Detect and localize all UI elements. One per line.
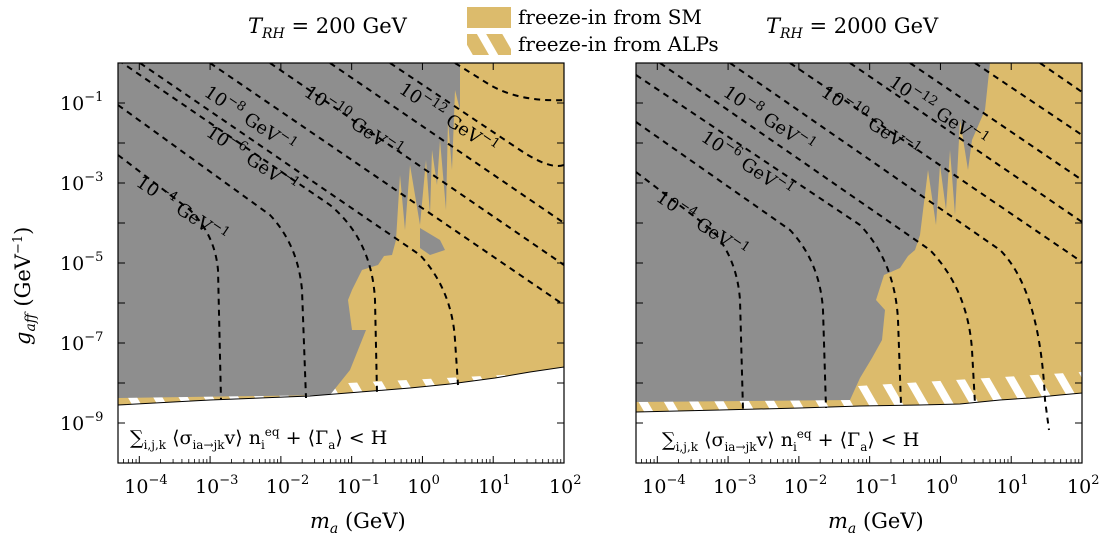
y-tick-label: 10−7: [60, 330, 103, 355]
x-tick-label: 10−1: [855, 473, 898, 498]
x-tick-label: 10−2: [784, 473, 827, 498]
y-tick-label: 10−3: [60, 170, 103, 195]
legend-label-sm: freeze-in from SM: [518, 5, 702, 29]
contour-right-1e-4: [636, 171, 744, 411]
x-tick-label: 101: [996, 473, 1028, 498]
x-axis-label-left: ma (GeV): [310, 509, 406, 536]
annotation-right: ∑i,j,k ⟨σia→jkv⟩ nieq + ⟨Γa⟩ < H: [662, 427, 919, 454]
y-tick-label: 10−5: [60, 250, 103, 275]
contour-right-1e-10: [659, 63, 976, 405]
y-tick-label: 10−9: [60, 410, 103, 435]
legend-swatch-alps: [467, 34, 511, 55]
contour-right-1e-12: [729, 63, 1050, 431]
contour-left-1e-8: [120, 63, 378, 394]
y-axis-label: gaff (GeV−1): [11, 227, 39, 345]
region-excluded-right-2: [900, 63, 915, 245]
contour-left-c: [329, 63, 564, 224]
contour-right-e: [1039, 63, 1082, 93]
y-tick-label: 10−1: [60, 90, 103, 115]
region-excluded-left-2: [372, 63, 395, 250]
region-allowed-left: [118, 366, 564, 463]
x-tick-label: 102: [1067, 473, 1099, 498]
x-tick-label: 100: [925, 473, 957, 498]
legend-swatch-sm: [467, 7, 511, 28]
annotation-left: ∑i,j,k ⟨σia→jkv⟩ nieq + ⟨Γa⟩ < H: [130, 425, 387, 452]
contour-left-1e-4: [118, 154, 222, 401]
x-tick-label: 10−4: [124, 473, 167, 498]
contour-left-a: [209, 63, 564, 306]
x-axis-label-right: ma (GeV): [828, 509, 924, 536]
x-tick-label: 10−4: [642, 473, 685, 498]
x-tick-label: 10−3: [713, 473, 756, 498]
region-excluded-left-3: [420, 228, 445, 255]
contours-right: [636, 63, 1082, 431]
panel-title-left: TRH = 200 GeV: [248, 14, 408, 42]
contour-right-1e-8: [636, 74, 902, 406]
x-tick-label: 10−1: [337, 473, 380, 498]
plot-area-right: 10−4 GeV−1 10−6 GeV−1 10−8 GeV−1 10−10 G…: [635, 62, 1099, 498]
x-tick-label: 100: [407, 473, 439, 498]
x-tick-label: 10−3: [195, 473, 238, 498]
contour-right-1e-6: [636, 121, 827, 409]
contours-left: [118, 63, 564, 401]
region-allowed-right: [636, 392, 1082, 463]
contour-left-1e-6: [118, 104, 307, 399]
contour-left-1e-10: [139, 63, 459, 386]
legend: freeze-in from SM freeze-in from ALPs: [467, 5, 719, 56]
contour-left-d: [389, 63, 564, 167]
contour-right-c: [909, 63, 1082, 181]
contour-right-b: [849, 63, 1082, 223]
x-tick-label: 101: [478, 473, 510, 498]
panel-title-right: TRH = 2000 GeV: [766, 14, 939, 42]
plot-area-left: 10−4 GeV−1 10−6 GeV−1 10−8 GeV−1 10−10 G…: [60, 62, 581, 498]
contour-right-a: [789, 63, 1082, 263]
x-tick-label: 10−2: [266, 473, 309, 498]
x-tick-label: 102: [549, 473, 581, 498]
contour-left-b: [269, 63, 564, 266]
legend-label-alps: freeze-in from ALPs: [518, 32, 719, 56]
